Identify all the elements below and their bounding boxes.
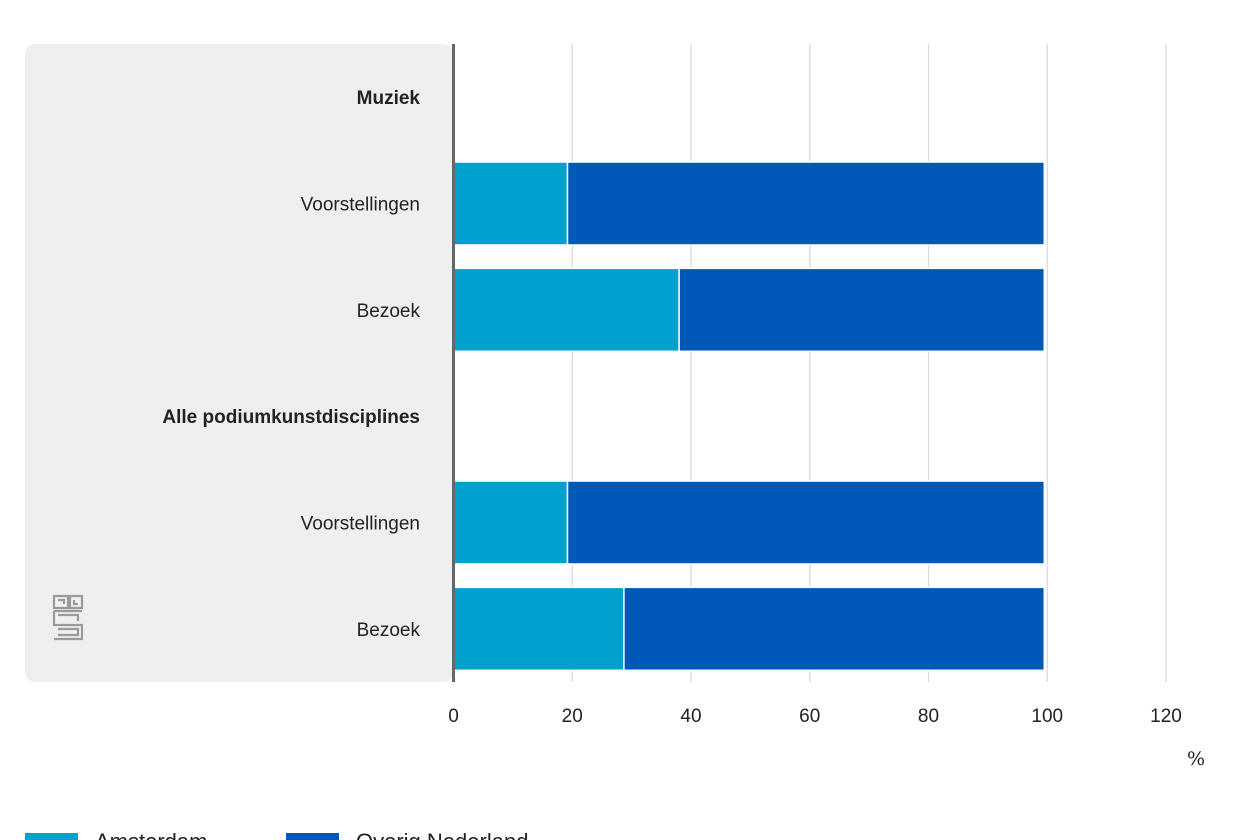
- category-label: Bezoek: [357, 301, 421, 322]
- x-tick-labels: 0 20 40 60 80 100 120: [448, 706, 1182, 727]
- bars: [452, 161, 1046, 672]
- gridlines: [571, 44, 1167, 682]
- cbs-logo: [52, 594, 84, 641]
- x-tick-label: 0: [448, 706, 459, 727]
- legend-swatch: [286, 833, 339, 840]
- legend-label: Overig Nederland: [356, 829, 528, 840]
- x-tick-label: 20: [562, 706, 583, 727]
- x-tick-label: 40: [680, 706, 701, 727]
- legend: Amsterdam Overig Nederland: [25, 829, 528, 840]
- x-tick-label: 80: [918, 706, 939, 727]
- category-label: Voorstellingen: [301, 195, 420, 216]
- category-label: Voorstellingen: [301, 514, 420, 535]
- bar-segment-overig-nederland: [566, 161, 1046, 246]
- category-header-label: Alle podiumkunstdisciplines: [162, 407, 420, 428]
- bar-segment-overig-nederland: [566, 480, 1046, 565]
- x-tick-label: 100: [1031, 706, 1063, 727]
- bar-segment-amsterdam: [452, 161, 569, 246]
- category-label: Bezoek: [357, 620, 421, 641]
- bar-segment-amsterdam: [452, 586, 625, 672]
- bar-segment-amsterdam: [452, 267, 680, 353]
- legend-swatch: [25, 833, 78, 840]
- bar-segment-overig-nederland: [623, 586, 1046, 672]
- category-panel: [25, 44, 453, 682]
- x-tick-label: 120: [1150, 706, 1182, 727]
- legend-label: Amsterdam: [95, 829, 207, 840]
- x-tick-label: 60: [799, 706, 820, 727]
- bar-segment-amsterdam: [452, 480, 569, 565]
- x-unit-label: %: [1187, 748, 1205, 770]
- category-labels: Muziek Voorstellingen Bezoek Alle podiumkun…: [162, 88, 420, 641]
- category-header-label: Muziek: [357, 88, 421, 109]
- bar-segment-overig-nederland: [678, 267, 1046, 353]
